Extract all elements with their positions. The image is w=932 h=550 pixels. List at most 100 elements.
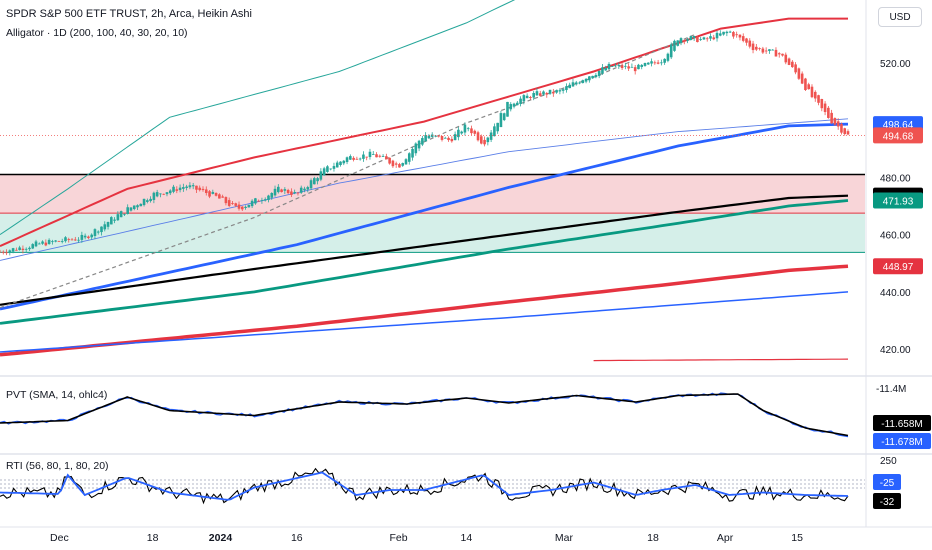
candle-body — [787, 58, 791, 65]
candle-body — [54, 240, 57, 242]
candle-body — [830, 112, 833, 124]
candle-body — [633, 67, 637, 72]
candle-body — [630, 66, 634, 68]
candle-body — [80, 234, 84, 240]
candle-body — [362, 154, 365, 159]
candle-body — [227, 200, 231, 206]
candle-body — [309, 180, 313, 189]
candle-body — [290, 191, 293, 195]
candle-body — [499, 113, 503, 128]
candle-body — [738, 34, 742, 38]
candle-body — [614, 65, 617, 67]
x-tick-label: 15 — [791, 532, 803, 544]
pvt-sma-line — [0, 393, 849, 437]
x-tick-label: Feb — [390, 532, 408, 544]
candle-body — [660, 62, 663, 64]
candle-body — [218, 194, 221, 199]
candle-body — [650, 61, 653, 64]
candle-body — [345, 157, 349, 163]
candle-body — [496, 122, 499, 132]
candle-body — [755, 46, 758, 50]
candle-body — [797, 68, 801, 79]
candle-body — [342, 160, 346, 164]
candle-body — [522, 95, 526, 102]
candle-body — [378, 155, 382, 157]
candle-body — [8, 250, 12, 253]
candle-body — [817, 95, 820, 103]
candle-body — [574, 82, 578, 85]
candle-body — [208, 191, 211, 197]
candle-body — [810, 86, 814, 98]
candle-body — [139, 203, 143, 207]
price-axis[interactable]: 520.00 480.00 460.00 440.00 420.00 — [880, 59, 911, 356]
candle-body — [329, 168, 332, 170]
candles — [0, 30, 865, 256]
candle-body — [705, 38, 709, 40]
candle-body — [417, 140, 421, 149]
candle-body — [715, 32, 719, 39]
candle-body — [267, 195, 270, 200]
currency-button[interactable]: USD — [878, 7, 922, 27]
candle-body — [447, 137, 450, 141]
candle-body — [437, 135, 441, 137]
grid — [0, 0, 932, 528]
candle-body — [67, 239, 71, 240]
candle-body — [375, 154, 378, 158]
y-tick-label: 460.00 — [880, 231, 911, 242]
y-tick-label: 480.00 — [880, 173, 911, 184]
candle-body — [489, 132, 493, 140]
candle-body — [666, 53, 670, 61]
candle-body — [745, 38, 748, 43]
candle-body — [751, 43, 755, 51]
candle-body — [332, 166, 336, 169]
candle-body — [178, 187, 182, 191]
candle-body — [466, 128, 470, 130]
candle-body — [77, 239, 80, 241]
candle-body — [552, 91, 555, 94]
time-axis[interactable]: Dec 18 2024 16 Feb 14 Mar 18 Apr 15 — [50, 532, 803, 544]
candle-body — [836, 121, 840, 127]
candle-body — [37, 243, 41, 245]
candle-body — [155, 192, 159, 197]
pvt-line — [0, 392, 849, 438]
candle-body — [686, 39, 689, 41]
candle-body — [204, 189, 208, 194]
candle-body — [453, 134, 457, 141]
candle-body — [388, 157, 391, 164]
line-channel_lower_red — [593, 358, 849, 362]
pvt-legend[interactable]: PVT (SMA, 14, ohlc4) — [6, 389, 108, 401]
candle-body — [712, 37, 716, 40]
candle-body — [381, 156, 385, 157]
candle-body — [525, 95, 529, 99]
line-ma_blue_thin — [0, 291, 849, 353]
candle-body — [198, 187, 202, 191]
symbol-title[interactable]: SPDR S&P 500 ETF TRUST, 2h, Arca, Heikin… — [6, 8, 252, 20]
candle-body — [70, 239, 74, 241]
candle-body — [250, 200, 254, 207]
y-tick-label: 420.00 — [880, 345, 911, 356]
candle-body — [584, 78, 588, 82]
candle-body — [555, 90, 558, 93]
x-tick-label: Mar — [555, 532, 574, 544]
zone-1 — [0, 213, 865, 253]
indicator-legend[interactable]: Alligator · 1D (200, 100, 40, 30, 20, 10… — [6, 27, 188, 39]
indicator-lines — [0, 0, 849, 362]
candle-body — [443, 137, 447, 139]
rti-label-box — [873, 474, 901, 490]
candle-body — [368, 151, 372, 158]
candle-body — [486, 137, 490, 143]
pvt-tick: -11.4M — [876, 384, 906, 395]
price-label: 448.97 — [883, 262, 914, 273]
candle-body — [34, 241, 38, 247]
rti-legend[interactable]: RTI (56, 80, 1, 80, 20) — [6, 460, 109, 472]
candle-body — [5, 252, 8, 254]
candle-body — [280, 189, 283, 193]
candle-body — [601, 67, 604, 74]
candle-body — [493, 126, 496, 137]
candle-body — [735, 34, 738, 36]
candle-body — [306, 187, 310, 190]
x-tick-label: Apr — [717, 532, 734, 544]
candle-body — [597, 70, 601, 77]
candle-body — [516, 102, 519, 106]
